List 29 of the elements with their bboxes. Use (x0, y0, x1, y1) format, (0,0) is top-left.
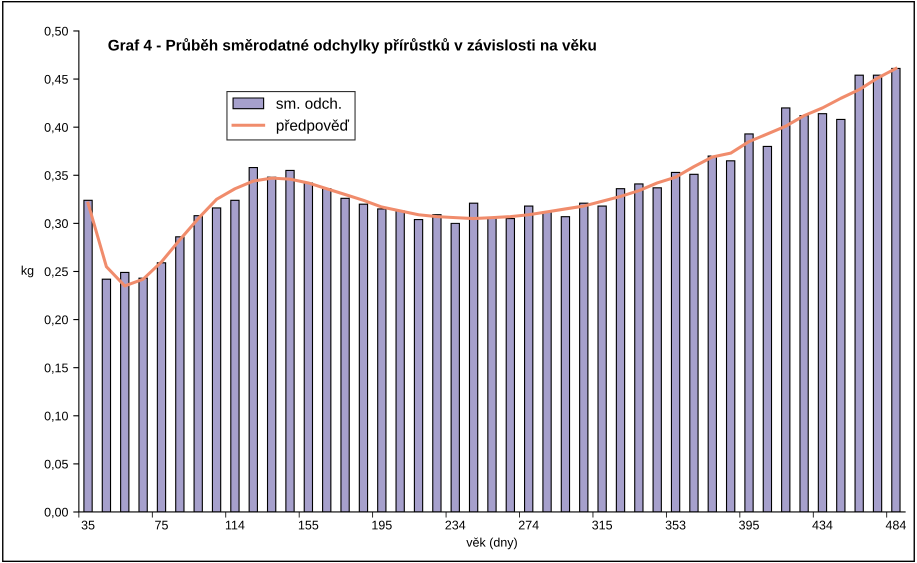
x-axis-title: věk (dny) (466, 538, 517, 550)
x-tick-label: 75 (155, 520, 168, 530)
legend-label: předpověď (276, 120, 350, 134)
y-tick-label: 0,00 (44, 508, 68, 518)
legend-label: sm. odch. (276, 98, 341, 109)
x-tick-label: 353 (666, 520, 686, 530)
y-tick-label: 0,25 (44, 267, 68, 278)
y-tick-label: 0,20 (44, 315, 68, 326)
y-tick-label: 0,10 (44, 412, 68, 422)
x-tick-label: 484 (886, 520, 906, 530)
y-tick-label: 0,45 (44, 74, 68, 86)
y-tick-label: 0,50 (44, 26, 68, 38)
y-tick-label: 0,40 (44, 122, 68, 134)
y-tick-label: 0,35 (44, 171, 68, 182)
x-tick-label: 195 (372, 520, 392, 530)
y-axis-title: kg (22, 266, 34, 278)
x-tick-label: 35 (82, 520, 94, 530)
x-tick-label: 395 (739, 520, 759, 530)
x-tick-label: 234 (445, 520, 466, 530)
x-tick-label: 274 (518, 520, 539, 530)
y-tick-label: 0,05 (44, 460, 68, 470)
chart-title: Graf 4 - Průběh směrodatné odchylky přírůstků v závislosti na věku (108, 38, 596, 54)
x-tick-label: 434 (812, 520, 833, 530)
x-tick-label: 315 (592, 520, 612, 530)
y-tick-label: 0,30 (44, 219, 68, 230)
y-tick-label: 0,15 (44, 363, 68, 374)
x-tick-label: 155 (298, 520, 318, 530)
line-series (86, 66, 898, 288)
x-tick-label: 114 (226, 520, 245, 530)
